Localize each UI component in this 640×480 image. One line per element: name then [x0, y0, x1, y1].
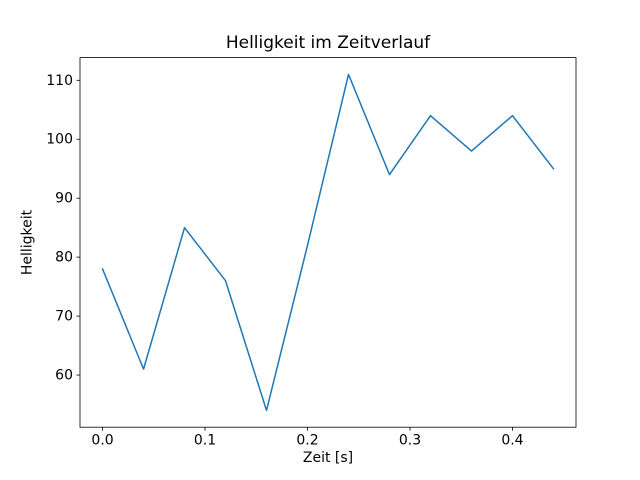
x-tick-label: 0.2: [296, 433, 318, 449]
y-axis-label: Helligkeit: [19, 209, 36, 276]
y-tick-label: 70: [55, 309, 73, 325]
y-tick-label: 80: [55, 250, 73, 266]
y-tick-label: 90: [55, 191, 73, 207]
line-series: [101, 73, 555, 412]
y-tick-label: 60: [55, 368, 73, 384]
x-tick-label: 0.1: [194, 433, 216, 449]
plot-border: [79, 57, 577, 428]
y-tick-label: 100: [46, 132, 73, 148]
x-tick-label: 0.4: [501, 433, 523, 449]
y-tick-label: 110: [46, 73, 73, 89]
x-axis-label: Zeit [s]: [302, 450, 354, 466]
x-tick-label: 0.0: [91, 433, 113, 449]
chart-title: Helligkeit im Zeitverlauf: [225, 33, 431, 53]
x-tick-label: 0.3: [399, 433, 421, 449]
